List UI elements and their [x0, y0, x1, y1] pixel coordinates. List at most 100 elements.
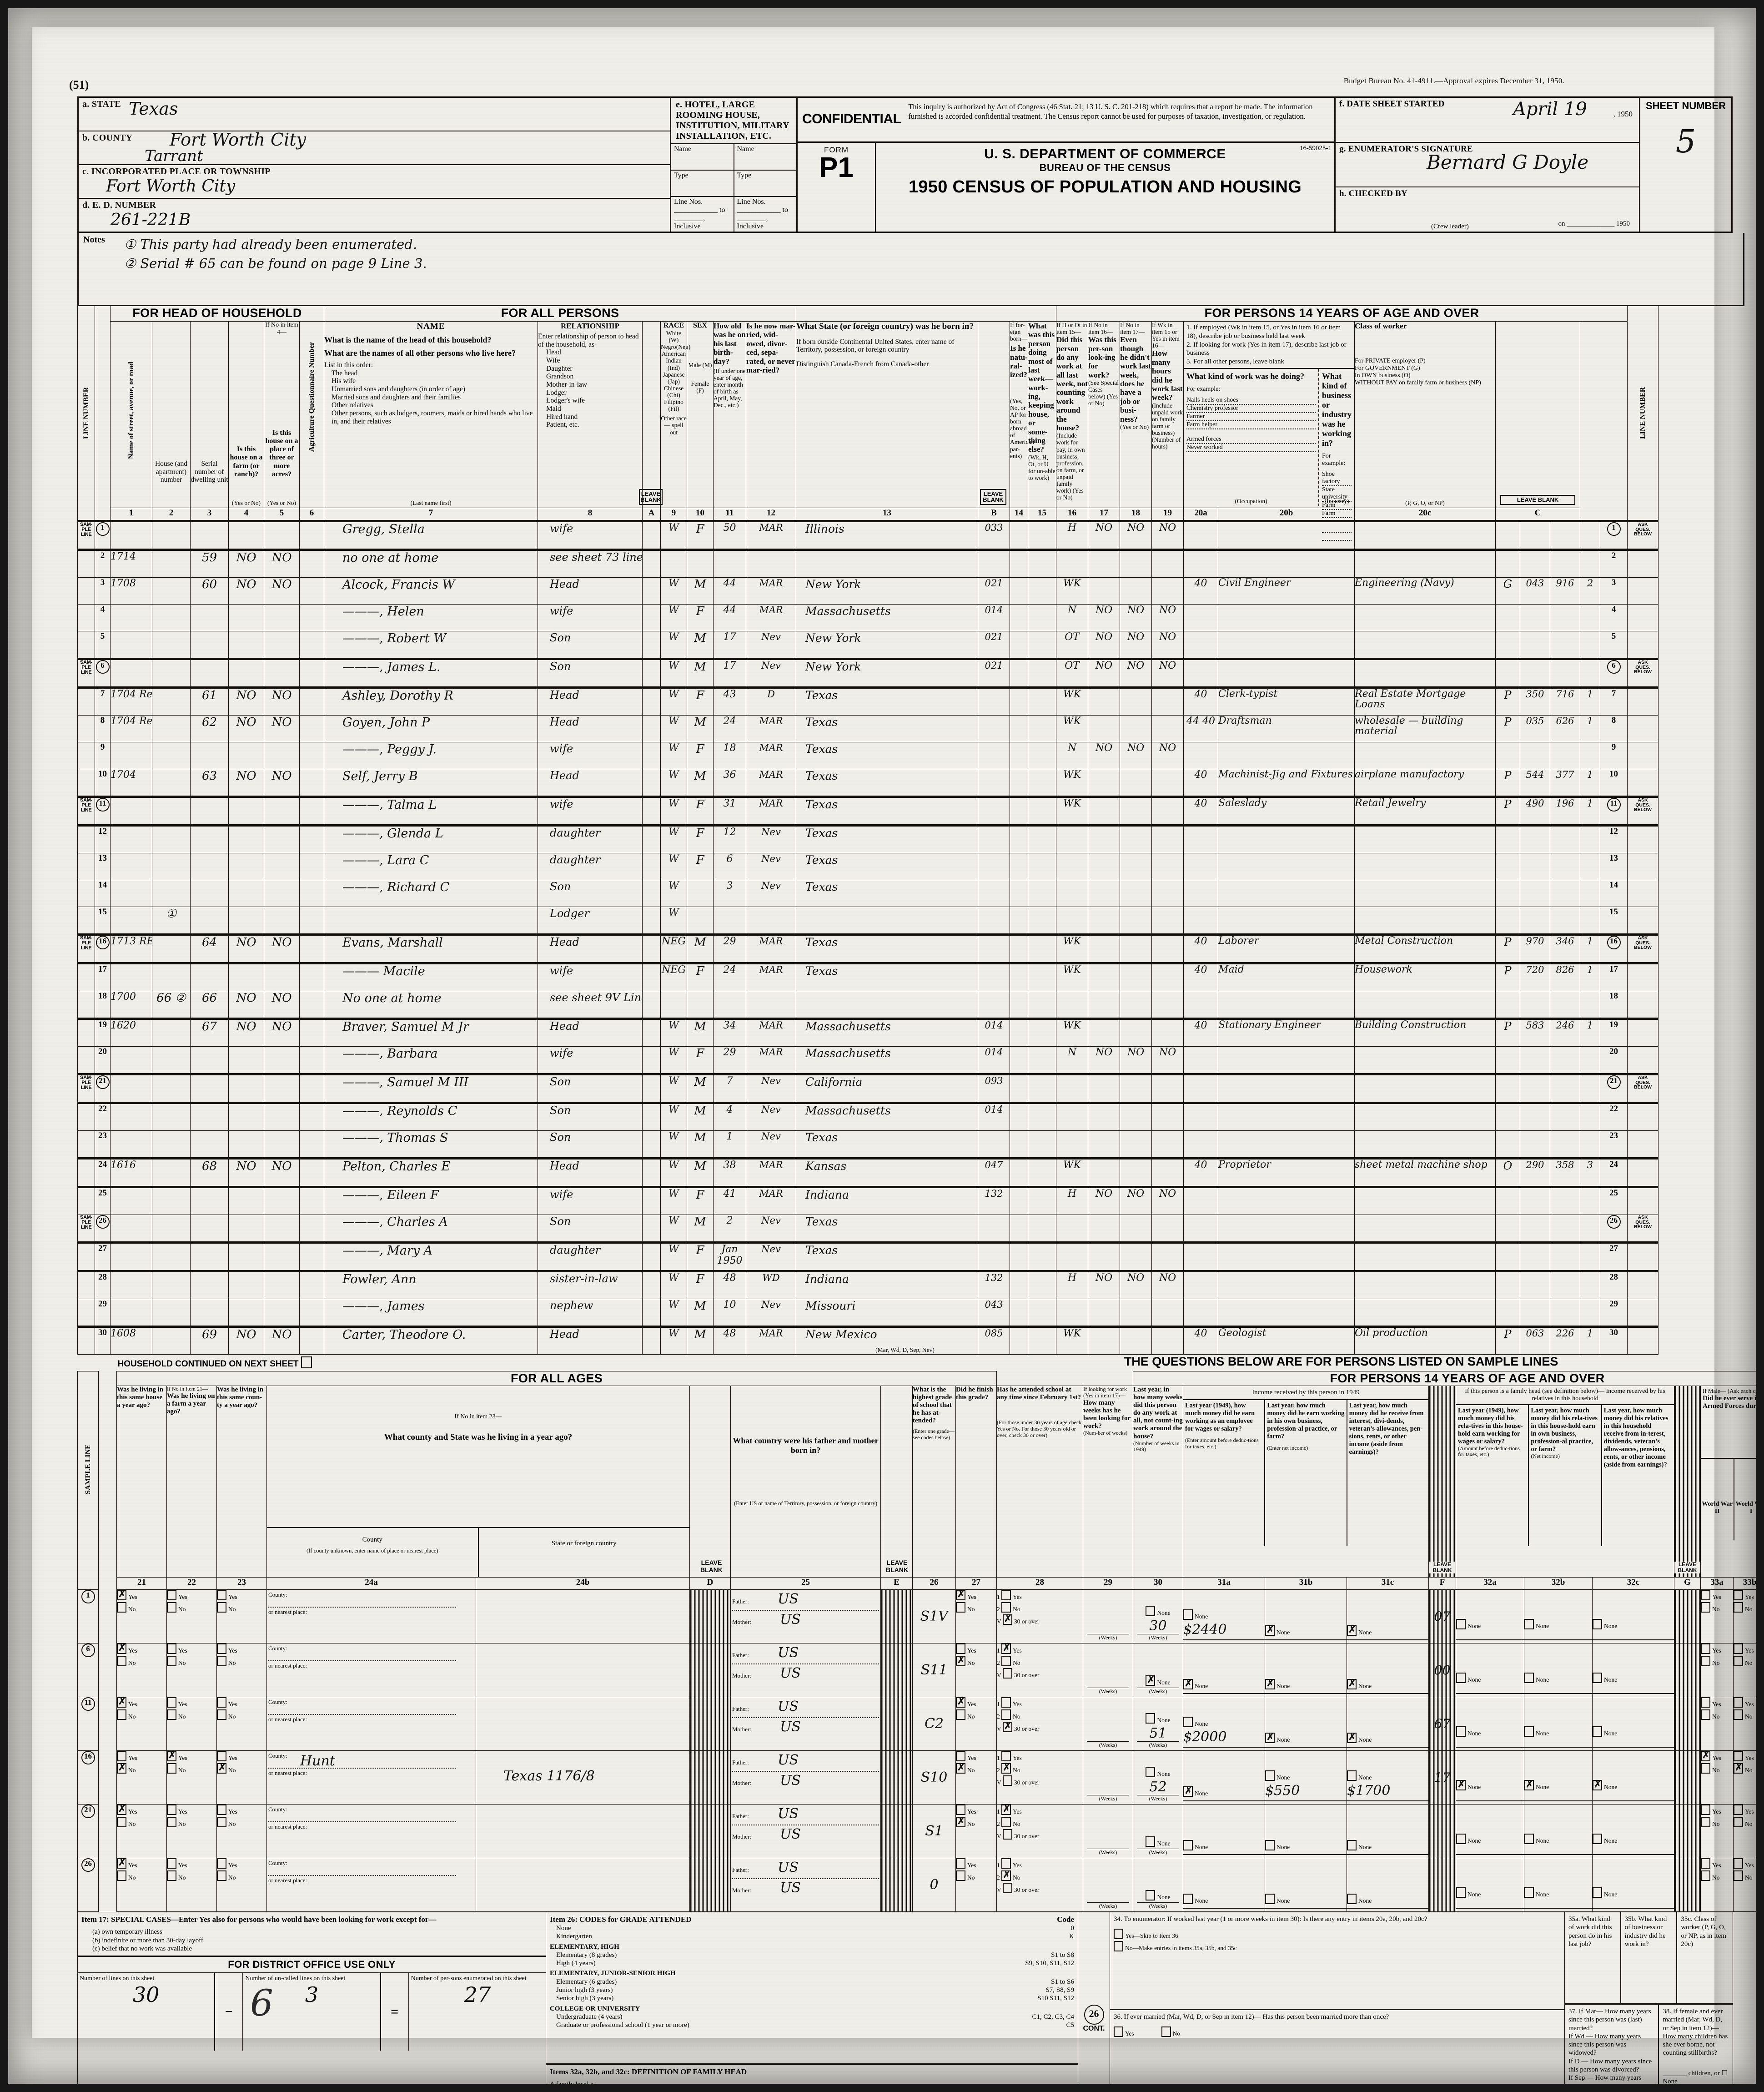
- hotel-lines-2[interactable]: Line Nos. ____________ to ________, Incl…: [737, 198, 788, 230]
- cell-street[interactable]: [110, 824, 152, 853]
- cell-birth-code[interactable]: [978, 715, 1010, 742]
- cell-leave-blank-a[interactable]: [642, 1270, 661, 1299]
- cell-has-job[interactable]: NO: [1151, 631, 1184, 659]
- cell-name[interactable]: Braver, Samuel M Jr: [324, 1018, 538, 1047]
- cell-has-job[interactable]: NO: [1151, 658, 1184, 688]
- cell-agq[interactable]: [299, 1102, 324, 1131]
- cell-hours[interactable]: [1183, 1046, 1218, 1074]
- cell-has-job[interactable]: [1151, 1018, 1184, 1047]
- cell-relationship[interactable]: Head: [538, 769, 643, 797]
- cell-occupation[interactable]: Saleslady: [1218, 796, 1355, 826]
- c22-yes-checkbox[interactable]: [167, 1697, 176, 1708]
- cell-farm[interactable]: [228, 1270, 264, 1299]
- cell-house-number[interactable]: [152, 1270, 191, 1299]
- cell-occupation[interactable]: [1218, 631, 1355, 659]
- c32c-income[interactable]: None: [1592, 1858, 1674, 1912]
- cell-has-job[interactable]: [1151, 1130, 1184, 1159]
- cell-code-2[interactable]: [1550, 880, 1580, 907]
- cell-race[interactable]: W: [660, 520, 687, 550]
- cell-age[interactable]: [713, 991, 746, 1019]
- cell-marital[interactable]: MAR: [746, 1018, 796, 1047]
- cell-birth-code[interactable]: 047: [978, 1157, 1010, 1187]
- cell-code-2[interactable]: 196: [1550, 796, 1580, 826]
- cell-activity[interactable]: [1056, 1299, 1088, 1327]
- cell-leave-blank-b[interactable]: [1010, 520, 1028, 550]
- cell-leave-blank-b[interactable]: [1010, 604, 1028, 631]
- cell-birthplace[interactable]: Massachusetts: [796, 1046, 978, 1074]
- cell-worked-last-week[interactable]: [1088, 907, 1120, 935]
- cell-leave-blank-b[interactable]: [1010, 1270, 1028, 1299]
- cell-leave-blank-b[interactable]: [1010, 631, 1028, 659]
- cell-code-1[interactable]: 490: [1520, 796, 1550, 826]
- cell-street[interactable]: 1704: [110, 769, 152, 797]
- cell-class-of-worker[interactable]: [1495, 604, 1520, 631]
- cell-serial[interactable]: [190, 1046, 229, 1074]
- cell-naturalized[interactable]: [1028, 769, 1056, 797]
- cell-street[interactable]: 1708: [110, 577, 152, 605]
- cell-code-3[interactable]: 1: [1580, 686, 1600, 716]
- cell-street[interactable]: [110, 742, 152, 769]
- cell-birth-code[interactable]: [978, 880, 1010, 907]
- cell-code-1[interactable]: 970: [1520, 933, 1550, 963]
- cell-code-2[interactable]: [1550, 1241, 1580, 1271]
- cell-industry[interactable]: Real Estate Mortgage Loans: [1354, 686, 1496, 716]
- cell-code-1[interactable]: 043: [1520, 577, 1550, 605]
- cell-marital[interactable]: Nev: [746, 880, 796, 907]
- cell-relationship[interactable]: Head: [538, 715, 643, 742]
- cell-occupation[interactable]: [1218, 824, 1355, 853]
- c32c-none-checkbox[interactable]: [1593, 1887, 1602, 1898]
- cell-leave-blank-b[interactable]: [1010, 658, 1028, 688]
- cell-activity[interactable]: WK: [1056, 962, 1088, 991]
- cell-code-1[interactable]: 583: [1520, 1018, 1550, 1047]
- c32b-none-checkbox[interactable]: [1524, 1834, 1534, 1845]
- cell-farm[interactable]: [228, 1046, 264, 1074]
- c22-no-checkbox[interactable]: [167, 1816, 176, 1827]
- cell-street[interactable]: 1620: [110, 1018, 152, 1047]
- cell-race[interactable]: W: [660, 769, 687, 797]
- cell-industry[interactable]: [1354, 549, 1496, 578]
- cell-name[interactable]: ———, Eileen F: [324, 1186, 538, 1215]
- cell-activity[interactable]: [1056, 824, 1088, 853]
- hotel-type-2[interactable]: Type: [734, 171, 796, 197]
- cell-street[interactable]: 1714: [110, 549, 152, 578]
- cell-occupation[interactable]: [1218, 1046, 1355, 1074]
- cell-marital[interactable]: Nev: [746, 658, 796, 688]
- cell-occupation[interactable]: [1218, 1186, 1355, 1215]
- c32c-none-checkbox[interactable]: [1593, 1779, 1602, 1791]
- cell-leave-blank-a[interactable]: [642, 1186, 661, 1215]
- cell-activity[interactable]: [1056, 1102, 1088, 1131]
- cell-leave-blank-b[interactable]: [1010, 880, 1028, 907]
- cell-sex[interactable]: F: [687, 962, 714, 991]
- c23-no-checkbox[interactable]: [217, 1655, 226, 1666]
- c29-weeks[interactable]: (Weeks): [1083, 1697, 1133, 1751]
- cell-house-number[interactable]: [152, 604, 191, 631]
- c33b-yes-checkbox[interactable]: [1734, 1643, 1743, 1654]
- cell-acres[interactable]: NO: [264, 1157, 300, 1187]
- cell-farm[interactable]: [228, 1186, 264, 1215]
- cell-relationship[interactable]: see sheet 9V Line 4: [538, 991, 643, 1019]
- cell-house-number[interactable]: [152, 577, 191, 605]
- c32a-none-checkbox[interactable]: [1456, 1779, 1466, 1791]
- cell-has-job[interactable]: NO: [1151, 1046, 1184, 1074]
- cell-relationship[interactable]: Head: [538, 577, 643, 605]
- table-row[interactable]: 24 1616 68 NO NO Pelton, Charles E Head W M 38 MAR…: [77, 1157, 1733, 1187]
- cell-serial[interactable]: [190, 1270, 229, 1299]
- cell-marital[interactable]: D: [746, 686, 796, 716]
- cell-house-number[interactable]: [152, 796, 191, 826]
- cell-race[interactable]: [660, 991, 687, 1019]
- cell-activity[interactable]: WK: [1056, 1326, 1088, 1355]
- cell-name[interactable]: Gregg, Stella: [324, 520, 538, 550]
- cell-age[interactable]: 44: [713, 604, 746, 631]
- cell-occupation[interactable]: [1218, 907, 1355, 935]
- cell-activity[interactable]: N: [1056, 742, 1088, 769]
- cell-code-3[interactable]: 1: [1580, 769, 1600, 797]
- cell-acres[interactable]: NO: [264, 991, 300, 1019]
- cell-sex[interactable]: F: [687, 853, 714, 880]
- cell-has-job[interactable]: [1151, 824, 1184, 853]
- cell-code-3[interactable]: 3: [1580, 1157, 1600, 1187]
- c32b-income[interactable]: None: [1524, 1858, 1593, 1912]
- cell-acres[interactable]: [264, 604, 300, 631]
- cell-has-job[interactable]: [1151, 715, 1184, 742]
- cell-hours[interactable]: 40: [1183, 1326, 1218, 1355]
- cell-industry[interactable]: [1354, 824, 1496, 853]
